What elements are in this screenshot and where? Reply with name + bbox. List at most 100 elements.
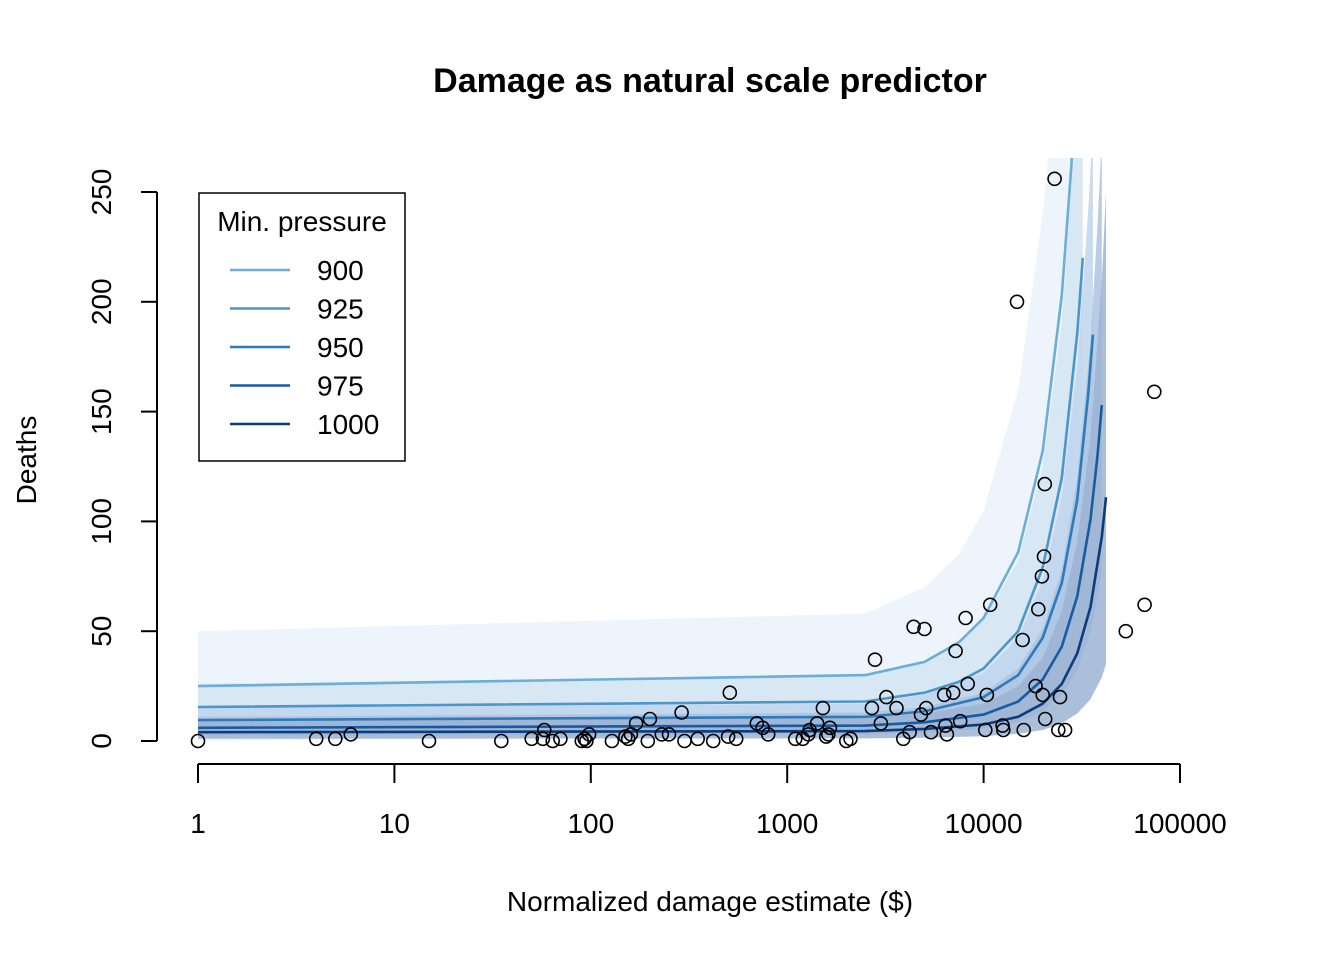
data-point bbox=[654, 727, 670, 742]
data-point bbox=[948, 643, 963, 659]
data-point bbox=[979, 687, 995, 703]
data-point bbox=[873, 716, 889, 731]
legend-label-1000: 1000 bbox=[317, 409, 379, 440]
data-point bbox=[760, 727, 776, 742]
y-axis-label: Deaths bbox=[11, 416, 42, 505]
data-point bbox=[1028, 678, 1043, 694]
x-tick-label: 100000 bbox=[1133, 808, 1226, 839]
data-point bbox=[524, 731, 540, 747]
y-tick-label: 150 bbox=[86, 388, 117, 435]
data-point bbox=[977, 722, 993, 738]
y-tick-label: 100 bbox=[86, 498, 117, 545]
data-point bbox=[343, 727, 359, 742]
data-point bbox=[1015, 632, 1030, 648]
data-point bbox=[945, 685, 961, 701]
data-point bbox=[1036, 549, 1052, 564]
data-point bbox=[720, 729, 736, 744]
data-point bbox=[1047, 171, 1062, 187]
data-point bbox=[815, 700, 831, 716]
data-point bbox=[1147, 384, 1162, 400]
data-point bbox=[581, 727, 597, 742]
data-point bbox=[939, 727, 955, 742]
data-point bbox=[982, 597, 998, 613]
x-tick-label: 10000 bbox=[945, 808, 1023, 839]
data-point bbox=[906, 619, 921, 635]
data-point bbox=[936, 687, 952, 703]
data-point bbox=[705, 733, 721, 749]
data-point bbox=[1051, 722, 1066, 738]
data-point bbox=[642, 711, 658, 727]
data-point bbox=[722, 685, 738, 701]
data-point bbox=[728, 731, 744, 747]
data-point bbox=[902, 724, 917, 740]
legend-box bbox=[198, 192, 406, 462]
data-point bbox=[867, 652, 883, 668]
legend-label-900: 900 bbox=[317, 255, 364, 286]
data-point bbox=[958, 610, 973, 626]
data-point bbox=[553, 731, 568, 747]
data-point bbox=[889, 700, 904, 716]
data-point bbox=[1009, 294, 1025, 310]
data-point bbox=[628, 716, 644, 731]
legend: Min. pressure 900 925 950 975 1000 bbox=[198, 192, 406, 462]
data-point bbox=[1037, 711, 1053, 727]
data-point bbox=[1118, 623, 1134, 639]
data-point bbox=[640, 733, 656, 749]
data-point bbox=[493, 733, 509, 749]
series-line-975 bbox=[197, 404, 1104, 730]
data-point bbox=[1137, 597, 1152, 613]
data-point bbox=[690, 731, 706, 747]
x-tick-label: 1 bbox=[190, 808, 206, 839]
y-axis: 0 50 100 150 200 250 bbox=[86, 169, 158, 749]
x-tick-label: 1000 bbox=[756, 808, 818, 839]
data-point bbox=[918, 700, 934, 716]
data-points bbox=[190, 171, 1162, 749]
data-point bbox=[535, 731, 551, 747]
data-point bbox=[536, 722, 552, 738]
y-tick-label: 0 bbox=[86, 733, 117, 749]
data-point bbox=[787, 731, 803, 747]
chart-title: Damage as natural scale predictor bbox=[433, 62, 987, 100]
data-point bbox=[1057, 722, 1073, 738]
confidence-bands bbox=[198, 158, 1106, 741]
data-point bbox=[879, 689, 894, 705]
data-point bbox=[308, 731, 324, 747]
x-tick-label: 10 bbox=[379, 808, 410, 839]
data-point bbox=[822, 720, 838, 736]
confidence-band-950 bbox=[198, 158, 1093, 730]
data-point bbox=[960, 676, 976, 692]
legend-title: Min. pressure bbox=[217, 206, 387, 237]
data-point bbox=[995, 722, 1011, 738]
series-line-925 bbox=[197, 257, 1085, 709]
y-tick-label: 200 bbox=[86, 278, 117, 325]
series-line-1000 bbox=[197, 497, 1108, 734]
data-point bbox=[818, 729, 834, 744]
data-point bbox=[661, 727, 677, 742]
data-point bbox=[952, 713, 968, 729]
data-point bbox=[1052, 689, 1068, 705]
data-point bbox=[923, 724, 939, 740]
data-point bbox=[545, 733, 561, 749]
data-point bbox=[917, 621, 932, 637]
data-point bbox=[1016, 722, 1032, 738]
data-point bbox=[327, 731, 343, 747]
data-point bbox=[938, 718, 953, 733]
confidence-band-975 bbox=[198, 158, 1102, 736]
data-point bbox=[674, 705, 689, 720]
legend-label-975: 975 bbox=[317, 371, 364, 402]
x-axis-label: Normalized damage estimate ($) bbox=[507, 886, 913, 917]
legend-label-950: 950 bbox=[317, 332, 364, 363]
x-tick-label: 100 bbox=[567, 808, 614, 839]
data-point bbox=[843, 731, 858, 747]
data-point bbox=[577, 731, 592, 747]
y-tick-label: 250 bbox=[86, 169, 117, 216]
series-line-900 bbox=[197, 158, 1074, 688]
y-tick-label: 50 bbox=[86, 616, 117, 647]
data-point bbox=[604, 733, 620, 749]
data-point bbox=[1031, 601, 1046, 617]
data-point bbox=[864, 700, 880, 716]
data-point bbox=[809, 716, 825, 731]
data-point bbox=[1035, 687, 1050, 703]
legend-entries: 900 925 950 975 1000 bbox=[230, 255, 379, 440]
